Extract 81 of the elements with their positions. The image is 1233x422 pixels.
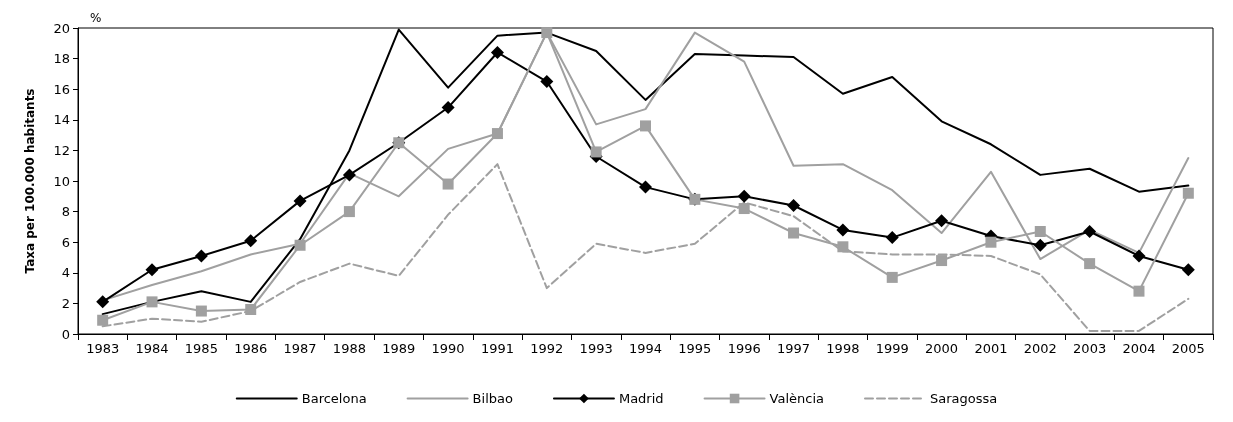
y-tick-label: 10	[53, 173, 70, 189]
point	[96, 295, 110, 309]
point	[441, 101, 455, 115]
point	[245, 304, 257, 316]
legend-label: Saragossa	[930, 391, 998, 406]
x-tick-label: 1984	[135, 341, 169, 356]
point	[936, 255, 948, 267]
x-tick-label: 1994	[628, 341, 663, 356]
x-tick-label: 2004	[1122, 341, 1156, 356]
x-tick-label: 1985	[184, 341, 218, 356]
point	[737, 189, 751, 203]
point	[886, 271, 898, 283]
point	[195, 305, 207, 317]
x-tick-label: 2001	[974, 341, 1008, 356]
x-tick-label: 1995	[678, 341, 712, 356]
point	[836, 223, 850, 237]
x-tick-label: 2005	[1171, 341, 1205, 356]
point	[1132, 249, 1146, 263]
point	[1084, 258, 1096, 270]
x-tick-label: 1997	[777, 341, 811, 356]
point	[146, 296, 158, 308]
y-tick-label: 2	[61, 295, 70, 311]
y-tick-label: 8	[61, 204, 70, 220]
point	[885, 231, 899, 245]
point	[491, 128, 503, 140]
y-tick-label: 12	[53, 142, 70, 158]
point	[935, 214, 949, 228]
point	[294, 239, 306, 251]
point	[194, 249, 208, 263]
x-tick-label: 1989	[382, 341, 416, 356]
point	[293, 194, 307, 208]
x-tick-label: 1988	[332, 341, 366, 356]
x-tick-label: 2002	[1023, 341, 1057, 356]
x-tick-label: 1996	[727, 341, 761, 356]
y-axis-title: Taxa per 100.000 habitants	[23, 88, 37, 274]
point	[442, 178, 454, 190]
point	[541, 27, 553, 39]
point	[985, 236, 997, 248]
y-tick-label: 16	[53, 81, 70, 97]
point	[145, 263, 159, 277]
point	[1181, 263, 1195, 277]
point	[244, 234, 258, 248]
point	[342, 168, 356, 182]
point	[1033, 238, 1047, 252]
x-tick-label: 2003	[1073, 341, 1107, 356]
y-tick-label: 14	[53, 112, 70, 128]
x-tick-label: 2000	[925, 341, 959, 356]
x-tick-label: 1993	[579, 341, 613, 356]
legend-label: Madrid	[618, 391, 664, 406]
y-tick-label: 4	[61, 265, 70, 281]
point	[639, 180, 652, 194]
point	[1034, 225, 1046, 237]
x-tick-label: 1999	[875, 341, 909, 356]
y-tick-label: 0	[61, 326, 70, 342]
point	[788, 227, 800, 239]
legend-label: Barcelona	[301, 391, 367, 406]
x-tick-label: 1983	[86, 341, 120, 356]
point	[787, 198, 801, 212]
text: %	[90, 11, 102, 25]
point	[837, 241, 849, 253]
point	[1182, 187, 1194, 199]
x-tick-label: 1990	[431, 341, 465, 356]
x-tick-label: 1998	[826, 341, 860, 356]
point	[1133, 285, 1145, 297]
legend-label: València	[769, 391, 825, 406]
point	[738, 203, 750, 215]
point	[490, 45, 504, 59]
x-tick-label: 1986	[234, 341, 268, 356]
x-tick-label: 1991	[480, 341, 514, 356]
point	[97, 314, 109, 326]
x-tick-label: 1987	[283, 341, 317, 356]
y-tick-label: 18	[53, 51, 70, 67]
point	[1083, 224, 1097, 238]
y-tick-label: 20	[53, 20, 70, 36]
point	[343, 206, 355, 218]
point	[640, 120, 651, 132]
point	[590, 146, 602, 158]
y-tick-label: 6	[61, 234, 70, 250]
point	[540, 75, 554, 89]
x-tick-label: 1992	[530, 341, 564, 356]
legend-label: Bilbao	[472, 391, 513, 406]
